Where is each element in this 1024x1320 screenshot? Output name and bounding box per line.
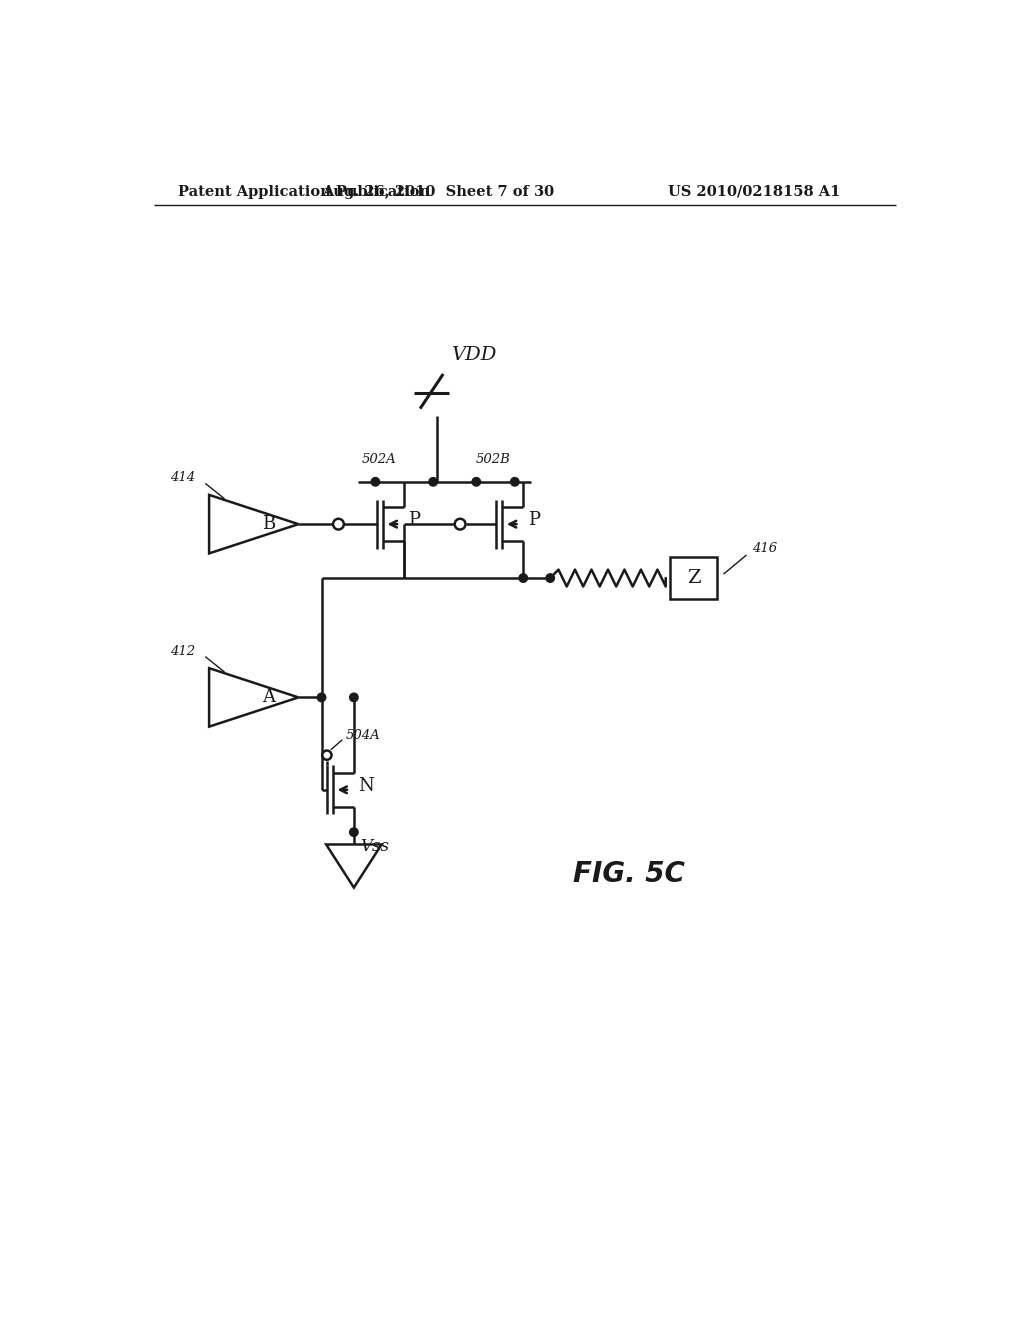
Text: VDD: VDD [451, 346, 497, 364]
Polygon shape [326, 845, 382, 887]
Circle shape [472, 478, 480, 486]
Text: Patent Application Publication: Patent Application Publication [178, 185, 430, 198]
Text: B: B [262, 515, 275, 533]
Text: 502B: 502B [475, 453, 510, 466]
Circle shape [429, 478, 437, 486]
Circle shape [455, 519, 466, 529]
Text: US 2010/0218158 A1: US 2010/0218158 A1 [668, 185, 841, 198]
Text: P: P [409, 511, 421, 529]
Text: 504A: 504A [346, 730, 381, 742]
Polygon shape [209, 668, 298, 726]
Text: P: P [528, 511, 540, 529]
Text: Aug. 26, 2010  Sheet 7 of 30: Aug. 26, 2010 Sheet 7 of 30 [323, 185, 555, 198]
Circle shape [546, 574, 554, 582]
Text: 416: 416 [752, 543, 777, 556]
Polygon shape [209, 495, 298, 553]
Circle shape [349, 693, 358, 702]
Text: 414: 414 [170, 471, 196, 484]
Text: 412: 412 [170, 644, 196, 657]
Text: A: A [262, 689, 275, 706]
Circle shape [371, 478, 380, 486]
Text: Vss: Vss [360, 838, 389, 855]
Text: N: N [358, 777, 374, 795]
Text: FIG. 5C: FIG. 5C [573, 861, 685, 888]
Circle shape [333, 519, 344, 529]
FancyBboxPatch shape [670, 557, 717, 599]
Text: Z: Z [687, 569, 700, 587]
Circle shape [519, 574, 527, 582]
Circle shape [323, 751, 332, 760]
Text: 502A: 502A [361, 453, 396, 466]
Circle shape [511, 478, 519, 486]
Circle shape [317, 693, 326, 702]
Circle shape [349, 828, 358, 837]
